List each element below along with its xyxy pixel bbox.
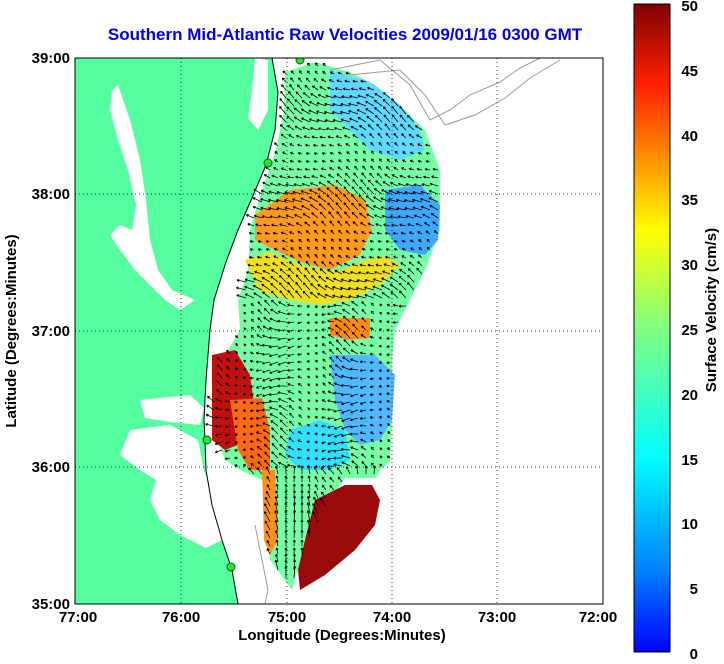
colorbar-tick-label: 25 bbox=[681, 322, 698, 339]
x-tick-label: 77:00 bbox=[59, 609, 97, 626]
x-axis: 77:00 76:00 75:00 74:00 73:00 72:00 bbox=[59, 609, 617, 626]
velocity-field-orange-patch bbox=[330, 318, 370, 340]
x-tick-label: 72:00 bbox=[579, 609, 617, 626]
velocity-field-orange-strip bbox=[262, 470, 278, 555]
albemarle-sound bbox=[140, 395, 204, 425]
colorbar-label: Surface Velocity (cm/s) bbox=[703, 228, 720, 392]
colorbar-tick-label: 50 bbox=[681, 0, 698, 15]
y-tick-label: 36:00 bbox=[32, 459, 70, 476]
colorbar bbox=[633, 3, 671, 653]
velocity-field-blue-east bbox=[385, 185, 440, 255]
plot-frame bbox=[74, 57, 604, 605]
y-axis: 39:00 38:00 37:00 36:00 35:00 bbox=[32, 50, 70, 613]
y-tick-label: 38:00 bbox=[32, 186, 70, 203]
colorbar-tick-label: 15 bbox=[681, 452, 698, 469]
x-tick-label: 73:00 bbox=[478, 609, 516, 626]
colorbar-tick-label: 10 bbox=[681, 516, 698, 533]
colorbar-tick-label: 45 bbox=[681, 63, 698, 80]
colorbar-tick-label: 20 bbox=[681, 387, 698, 404]
velocity-field-cyan-patch bbox=[285, 420, 350, 470]
velocity-field-dark-red-south bbox=[298, 485, 380, 590]
colorbar-tick-label: 40 bbox=[681, 128, 698, 145]
shelf-contour-inner bbox=[329, 58, 541, 121]
colorbar-tick-label: 5 bbox=[690, 581, 698, 598]
velocity-field-light-blue-north bbox=[330, 70, 425, 160]
x-tick-label: 75:00 bbox=[268, 609, 306, 626]
chesapeake-bay bbox=[110, 85, 195, 310]
land-mass bbox=[75, 58, 278, 604]
velocity-vectors bbox=[205, 62, 439, 579]
colorbar-tick-label: 30 bbox=[681, 257, 698, 274]
delaware-bay bbox=[248, 58, 268, 130]
y-tick-label: 39:00 bbox=[32, 50, 70, 67]
colorbar-tick-label: 0 bbox=[690, 646, 698, 659]
velocity-arrow-set bbox=[205, 62, 439, 579]
coastline bbox=[203, 58, 279, 604]
map-title: Southern Mid-Atlantic Raw Velocities 200… bbox=[108, 25, 583, 44]
radar-station-duck bbox=[202, 435, 212, 445]
y-tick-label: 35:00 bbox=[32, 596, 70, 613]
radar-station-hatteras bbox=[226, 562, 236, 572]
radar-station-north bbox=[295, 58, 305, 65]
colorbar-ticks: 50 45 40 35 30 25 20 15 10 5 0 bbox=[681, 0, 698, 663]
pamlico-sound bbox=[120, 425, 222, 548]
y-axis-label: Latitude (Degrees:Minutes) bbox=[3, 234, 20, 427]
shelf-contour-south bbox=[254, 524, 269, 604]
x-axis-label: Longitude (Degrees:Minutes) bbox=[238, 627, 446, 644]
colorbar-tick-label: 35 bbox=[681, 192, 698, 209]
velocity-field-blue-south bbox=[330, 355, 395, 445]
shelf-contour-outer bbox=[349, 59, 561, 126]
x-tick-label: 74:00 bbox=[373, 609, 411, 626]
x-tick-label: 76:00 bbox=[162, 609, 200, 626]
y-tick-label: 37:00 bbox=[32, 323, 70, 340]
grid-lines bbox=[75, 58, 603, 604]
plot-area bbox=[75, 58, 603, 604]
radar-station-delmarva bbox=[263, 158, 273, 168]
